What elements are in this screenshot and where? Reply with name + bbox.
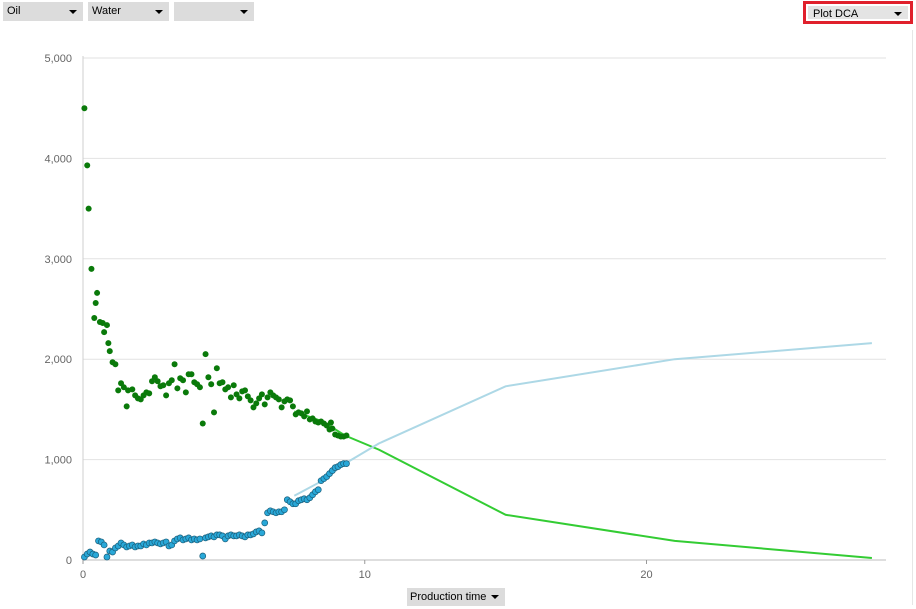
data-point bbox=[281, 506, 288, 514]
x-axis-label: Production time bbox=[410, 591, 487, 603]
data-point bbox=[205, 374, 212, 381]
phase-1-select[interactable]: Oil bbox=[3, 2, 83, 21]
x-tick-label: 0 bbox=[80, 569, 86, 581]
data-point bbox=[171, 361, 178, 368]
data-point bbox=[115, 387, 122, 394]
data-point bbox=[219, 379, 226, 386]
plot-dca-dropdown[interactable]: Plot DCA bbox=[803, 1, 913, 24]
data-point bbox=[94, 289, 101, 296]
data-point bbox=[199, 552, 207, 560]
data-point bbox=[329, 425, 336, 432]
x-tick-label: 10 bbox=[359, 569, 371, 581]
data-point bbox=[275, 396, 282, 403]
panel-edge-divider bbox=[912, 30, 913, 605]
phase-2-select-value: Water bbox=[92, 5, 121, 17]
data-point bbox=[123, 403, 130, 410]
data-point bbox=[327, 419, 334, 426]
data-point bbox=[103, 322, 110, 329]
data-point bbox=[227, 394, 234, 401]
data-point bbox=[103, 553, 111, 561]
chevron-down-icon bbox=[240, 10, 248, 14]
y-tick-label: 3,000 bbox=[44, 254, 72, 266]
x-tick-label: 20 bbox=[640, 569, 652, 581]
data-point bbox=[160, 382, 167, 389]
phase-1-select-value: Oil bbox=[7, 5, 21, 17]
data-point bbox=[112, 361, 119, 368]
data-point bbox=[230, 382, 237, 389]
data-point bbox=[303, 408, 310, 415]
plot-dca-label: Plot DCA bbox=[813, 8, 859, 20]
phase-3-select[interactable] bbox=[174, 2, 254, 21]
data-point bbox=[163, 392, 170, 399]
y-tick-label: 5,000 bbox=[44, 53, 72, 65]
data-point bbox=[314, 486, 322, 494]
data-point bbox=[202, 351, 209, 358]
chevron-down-icon bbox=[894, 12, 902, 16]
data-point bbox=[242, 387, 249, 394]
data-point bbox=[84, 162, 91, 169]
data-point bbox=[196, 535, 204, 543]
data-point bbox=[100, 541, 108, 549]
data-point bbox=[289, 403, 296, 410]
data-point bbox=[91, 315, 98, 322]
y-tick-label: 4,000 bbox=[44, 153, 72, 165]
data-point bbox=[106, 348, 113, 355]
data-point bbox=[92, 299, 99, 306]
y-tick-label: 0 bbox=[66, 555, 72, 567]
data-point bbox=[88, 265, 95, 272]
data-point bbox=[343, 460, 350, 467]
y-tick-label: 2,000 bbox=[44, 354, 72, 366]
data-point bbox=[343, 432, 350, 439]
plot-dca-dropdown-body[interactable]: Plot DCA bbox=[808, 6, 908, 20]
data-point bbox=[264, 394, 271, 401]
axis-layer: 0 1,000 2,000 3,000 4,000 5,000 0 10 20 bbox=[44, 53, 886, 581]
data-point bbox=[236, 395, 243, 402]
data-point bbox=[174, 385, 181, 392]
data-point bbox=[101, 329, 108, 336]
data-point bbox=[129, 386, 136, 393]
data-point bbox=[180, 377, 187, 384]
chevron-down-icon bbox=[69, 10, 77, 14]
data-point bbox=[105, 340, 112, 347]
data-point bbox=[92, 551, 100, 559]
data-point bbox=[81, 105, 88, 112]
data-point bbox=[253, 400, 260, 407]
phase-2-select[interactable]: Water bbox=[88, 2, 169, 21]
points-layer bbox=[81, 105, 350, 561]
data-point bbox=[154, 378, 161, 385]
decline-fit-line bbox=[293, 410, 872, 559]
data-point bbox=[146, 390, 153, 397]
data-point bbox=[120, 384, 127, 391]
chevron-down-icon bbox=[491, 595, 499, 599]
fit-lines-layer bbox=[293, 342, 872, 559]
data-point bbox=[182, 389, 189, 396]
data-point bbox=[278, 404, 285, 411]
data-point bbox=[258, 391, 265, 398]
data-point bbox=[247, 397, 254, 404]
data-point bbox=[213, 365, 220, 372]
y-tick-label: 1,000 bbox=[44, 455, 72, 467]
grid-layer bbox=[83, 57, 886, 561]
data-point bbox=[85, 205, 92, 212]
data-point bbox=[287, 397, 294, 404]
data-point bbox=[225, 384, 232, 391]
data-point bbox=[261, 519, 269, 527]
data-point bbox=[196, 384, 203, 391]
data-point bbox=[188, 371, 195, 378]
decline-fit-line bbox=[293, 342, 872, 497]
data-point bbox=[301, 413, 308, 420]
data-point bbox=[261, 401, 268, 408]
data-point bbox=[168, 377, 175, 384]
data-point bbox=[208, 381, 215, 388]
data-point bbox=[258, 529, 266, 537]
data-point bbox=[199, 420, 206, 427]
x-axis-select[interactable]: Production time bbox=[407, 588, 505, 606]
chevron-down-icon bbox=[155, 10, 163, 14]
data-point bbox=[211, 409, 218, 416]
